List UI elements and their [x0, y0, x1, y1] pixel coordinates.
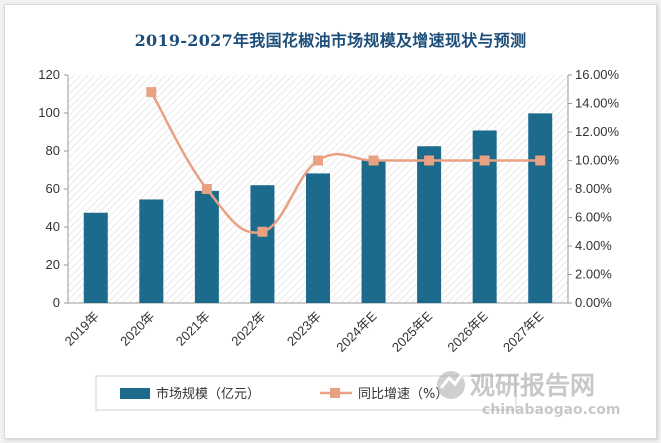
left-tick-label: 60 — [46, 181, 60, 196]
growth-marker — [535, 155, 546, 166]
bar — [250, 185, 275, 303]
left-tick-label: 100 — [38, 105, 60, 120]
x-tick-label: 2020年 — [117, 309, 157, 349]
x-tick-label: 2024年E — [333, 308, 380, 355]
growth-marker — [479, 155, 490, 166]
bar — [417, 146, 442, 303]
left-tick-label: 40 — [46, 219, 60, 234]
watermark-url: chinabaogao.com — [482, 402, 620, 418]
x-tick-label: 2019年 — [62, 309, 102, 349]
bar — [361, 160, 386, 303]
right-tick-label: 2.00% — [575, 267, 612, 282]
growth-marker — [424, 155, 435, 166]
chart-title: 2019-2027年我国花椒油市场规模及增速现状与预测 — [134, 31, 527, 50]
growth-marker — [201, 184, 212, 194]
legend-bar-label: 市场规模（亿元） — [156, 386, 260, 402]
right-tick-label: 8.00% — [575, 181, 612, 196]
legend-marker-swatch — [330, 388, 340, 398]
right-tick-label: 10.00% — [575, 153, 620, 168]
bar — [306, 173, 330, 303]
bar — [139, 199, 164, 303]
growth-marker — [313, 155, 323, 166]
growth-marker — [257, 226, 268, 237]
x-tick-label: 2026年E — [444, 308, 491, 355]
growth-marker — [146, 87, 157, 98]
bar — [194, 190, 219, 303]
watermark: 观研报告网 chinabaogao.com — [437, 371, 620, 418]
right-tick-label: 12.00% — [575, 124, 620, 139]
x-tick-label: 2021年 — [173, 309, 213, 349]
left-tick-label: 0 — [53, 295, 60, 310]
bar — [528, 113, 553, 303]
left-tick-label: 120 — [38, 67, 60, 82]
right-tick-label: 4.00% — [575, 238, 612, 253]
right-tick-label: 14.00% — [575, 96, 620, 111]
x-tick-label: 2027年E — [500, 308, 547, 355]
growth-marker — [368, 155, 379, 166]
right-tick-label: 16.00% — [575, 67, 620, 82]
legend-line-label: 同比增速（%） — [358, 387, 448, 402]
left-tick-label: 20 — [46, 257, 60, 272]
legend: 市场规模（亿元） 同比增速（%） — [95, 375, 517, 411]
x-tick-label: 2022年 — [228, 309, 268, 349]
right-tick-label: 6.00% — [575, 210, 612, 225]
right-tick-label: 0.00% — [575, 295, 612, 310]
legend-bar-swatch — [120, 388, 150, 399]
bar — [83, 212, 108, 303]
x-tick-label: 2025年E — [389, 308, 436, 355]
left-tick-label: 80 — [46, 143, 60, 158]
x-tick-label: 2023年 — [284, 309, 324, 349]
watermark-cn: 观研报告网 — [470, 371, 595, 400]
